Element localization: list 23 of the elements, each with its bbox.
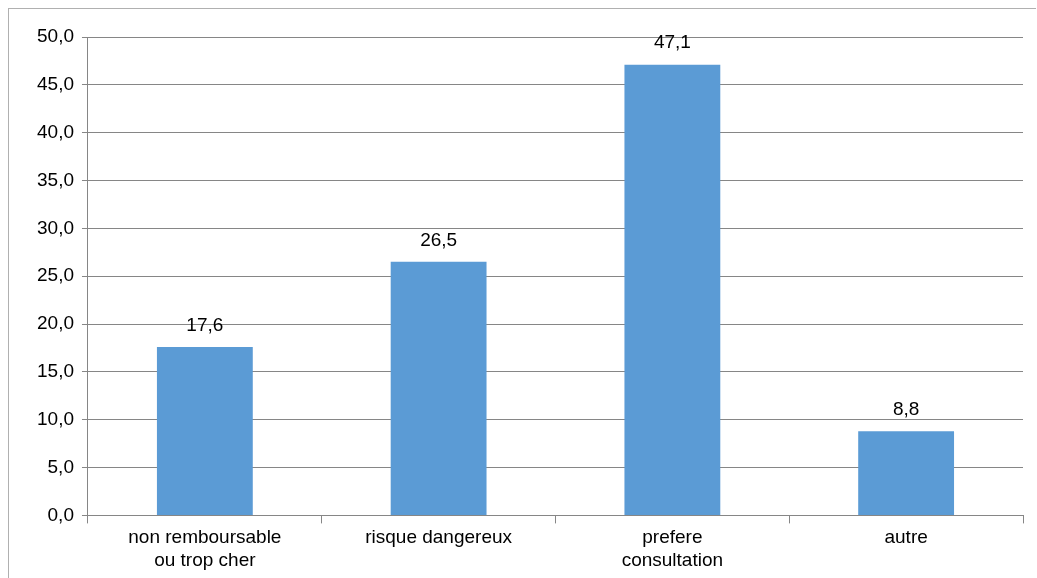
y-tick-label: 35,0	[37, 168, 74, 190]
data-label: 8,8	[892, 397, 920, 419]
y-tick-label: 0,0	[47, 503, 74, 525]
y-tick-label: 20,0	[37, 312, 74, 334]
data-label: 26,5	[420, 228, 458, 250]
bar	[858, 431, 955, 515]
y-tick-label: 25,0	[37, 264, 74, 286]
y-tick-label: 50,0	[37, 25, 74, 47]
data-label: 47,1	[653, 31, 691, 53]
y-tick-label: 10,0	[37, 407, 74, 429]
x-tick-label: autre	[884, 526, 928, 548]
bar	[624, 64, 721, 515]
y-tick-label: 30,0	[37, 216, 74, 238]
data-label: 17,6	[186, 313, 224, 335]
y-tick-label: 45,0	[37, 73, 74, 95]
y-tick-label: 5,0	[47, 455, 74, 477]
x-tick-label: non remboursable ou trop cher	[128, 526, 282, 570]
x-tick-label: risque dangereux	[365, 526, 513, 548]
bar	[156, 347, 253, 515]
bar	[390, 261, 487, 515]
x-tick-label: prefere consultation	[621, 526, 724, 570]
y-tick-label: 15,0	[37, 360, 74, 382]
y-tick-label: 40,0	[37, 120, 74, 142]
